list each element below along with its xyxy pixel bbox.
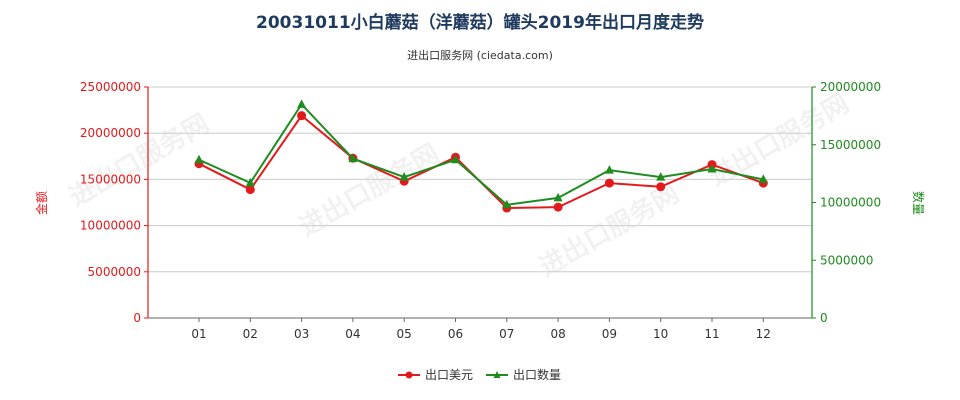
right-axis-label: 数量 — [911, 191, 926, 215]
series-line-1 — [198, 114, 764, 210]
x-tick-label: 07 — [499, 327, 514, 341]
x-tick-label: 06 — [448, 327, 463, 341]
data-point-2 — [399, 172, 409, 181]
chart-subtitle: 进出口服务网 (ciedata.com) — [407, 49, 553, 62]
x-tick-label: 10 — [653, 327, 668, 341]
x-tick-label: 12 — [756, 327, 771, 341]
data-point-2 — [553, 192, 563, 202]
data-point-2 — [194, 154, 204, 164]
x-tick-label: 04 — [345, 327, 360, 341]
data-point-1 — [553, 202, 563, 212]
x-tick-label: 09 — [602, 327, 617, 341]
data-point-2 — [604, 165, 614, 174]
data-point-2 — [348, 153, 358, 163]
right-tick-label: 10000000 — [820, 196, 881, 210]
data-point-2 — [245, 177, 255, 187]
left-tick-label: 0 — [133, 311, 141, 325]
legend-label: 出口美元 — [425, 368, 473, 382]
left-tick-label: 5000000 — [88, 265, 141, 279]
data-point-1 — [245, 185, 255, 195]
x-tick-label: 02 — [243, 327, 258, 341]
left-tick-label: 15000000 — [80, 172, 141, 186]
plot-border — [147, 86, 813, 319]
left-tick-label: 10000000 — [80, 219, 141, 233]
right-tick-label: 0 — [820, 311, 828, 325]
data-point-2 — [297, 99, 307, 108]
data-point-1 — [656, 182, 666, 192]
data-point-2 — [451, 154, 460, 164]
right-tick-label: 15000000 — [820, 138, 881, 152]
x-tick-label: 11 — [704, 327, 719, 341]
chart-title: 20031011小白蘑菇（洋蘑菇）罐头2019年出口月度走势 — [256, 13, 704, 33]
data-point-2 — [502, 199, 512, 209]
x-tick-label: 03 — [294, 327, 309, 341]
data-point-1 — [604, 178, 614, 188]
series-line-2 — [198, 102, 764, 206]
data-point-2 — [758, 174, 768, 183]
legend-label: 出口数量 — [513, 367, 561, 382]
legend-swatch-marker — [405, 371, 413, 379]
data-point-1 — [297, 111, 307, 121]
right-tick-label: 5000000 — [820, 253, 873, 267]
x-tick-label: 08 — [550, 327, 565, 341]
x-tick-label: 05 — [397, 327, 412, 341]
data-point-2 — [656, 172, 666, 181]
right-tick-label: 20000000 — [820, 80, 881, 94]
left-axis-label: 金额 — [34, 191, 49, 215]
legend-swatch-marker — [493, 371, 501, 378]
left-tick-label: 20000000 — [80, 126, 141, 140]
x-tick-label: 01 — [191, 327, 206, 341]
left-tick-label: 25000000 — [80, 80, 141, 94]
data-point-2 — [707, 164, 717, 173]
